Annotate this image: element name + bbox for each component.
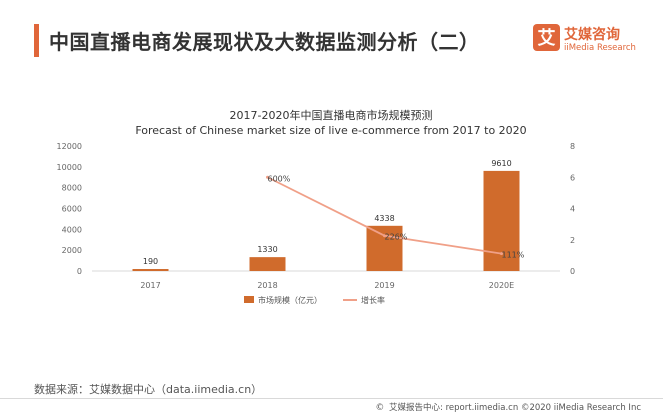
left-axis-tick-label: 6000 [62, 205, 82, 214]
growth-value-label: 111% [502, 251, 525, 260]
bar-value-label: 9610 [491, 159, 511, 168]
growth-point [266, 175, 269, 179]
right-axis-tick-label: 2 [570, 236, 575, 245]
left-axis-tick-label: 0 [77, 267, 82, 276]
right-axis-ticks: 0 2 4 6 8 [570, 142, 575, 276]
chart-legend: 市场规模（亿元） 增长率 [244, 295, 385, 305]
left-axis-tick-label: 2000 [62, 246, 82, 255]
chart-subtitle: Forecast of Chinese market size of live … [135, 124, 526, 137]
iimedia-logo: 艾 艾媒咨询 iiMedia Research [533, 24, 643, 58]
logo-mark-icon: 艾 [533, 24, 560, 51]
page-title: 中国直播电商发展现状及大数据监测分析（二） [49, 30, 480, 54]
bar-series: 190 1330 4338 9610 [132, 159, 520, 271]
x-axis-tick-label: 2019 [374, 281, 394, 290]
footer-bar: © 艾媒报告中心: report.iimedia.cn ©2020 iiMedi… [375, 401, 641, 413]
report-site: 艾媒报告中心: report.iimedia.cn [389, 403, 519, 413]
left-axis-tick-label: 12000 [57, 142, 82, 151]
left-axis-ticks: 0 2000 4000 6000 8000 10000 12000 [57, 142, 82, 276]
legend-swatch-market-size [244, 296, 254, 303]
bar-value-label: 1330 [257, 245, 277, 254]
right-axis-tick-label: 8 [570, 142, 575, 151]
data-source: 数据来源：艾媒数据中心（data.iimedia.cn） [34, 383, 263, 396]
right-axis-tick-label: 0 [570, 267, 575, 276]
bar-2019 [366, 225, 403, 271]
x-axis-tick-label: 2020E [489, 281, 514, 290]
logo-name-en: iiMedia Research [564, 43, 636, 53]
x-axis-tick-label: 2018 [257, 281, 277, 290]
copyright-icon: © [375, 403, 385, 413]
x-axis-labels: 2017 2018 2019 2020E [140, 281, 514, 290]
bar-2017 [132, 269, 169, 271]
copyright-text: ©2020 iiMedia Research Inc [520, 403, 641, 413]
title-accent-bar [34, 24, 39, 57]
logo-name-cn: 艾媒咨询 [564, 27, 620, 43]
right-axis-tick-label: 4 [570, 205, 575, 214]
growth-point [383, 234, 386, 238]
growth-value-label: 600% [268, 174, 291, 183]
x-axis-tick-label: 2017 [140, 281, 160, 290]
growth-line-series: 600% 226% 111% [266, 174, 525, 260]
legend-label-growth: 增长率 [361, 295, 385, 305]
bar-2018 [249, 257, 286, 271]
chart-title: 2017-2020年中国直播电商市场规模预测 [230, 108, 433, 122]
growth-value-label: 226% [385, 233, 408, 242]
bar-value-label: 190 [143, 257, 158, 266]
legend-label-market-size: 市场规模（亿元） [258, 295, 322, 305]
right-axis-tick-label: 6 [570, 173, 575, 182]
left-axis-tick-label: 8000 [62, 184, 82, 193]
bar-value-label: 4338 [374, 214, 394, 223]
left-axis-tick-label: 10000 [57, 163, 82, 172]
logo-mark-text: 艾 [538, 27, 556, 49]
left-axis-tick-label: 4000 [62, 225, 82, 234]
footer-divider [0, 398, 663, 399]
growth-point [500, 252, 503, 256]
